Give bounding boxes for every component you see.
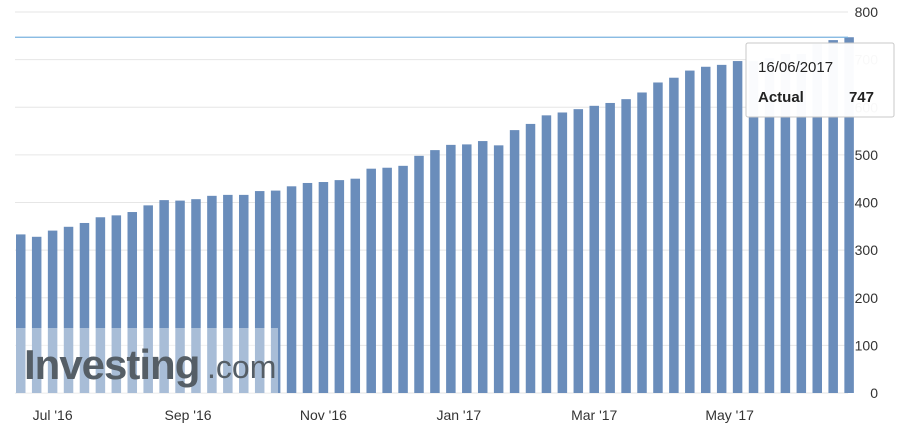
y-tick-label: 800 (855, 4, 879, 20)
y-tick-label: 0 (870, 385, 878, 401)
bar (79, 222, 90, 393)
bar (748, 61, 759, 394)
bar (462, 144, 472, 393)
tooltip-series-label: Actual (758, 89, 804, 106)
x-tick-label: May '17 (705, 407, 754, 423)
bar (557, 112, 568, 394)
watermark-brand: Investing (24, 341, 199, 388)
bar (621, 99, 631, 393)
bar (254, 191, 265, 393)
bar (764, 58, 775, 393)
bar (509, 130, 520, 394)
bar (493, 145, 504, 393)
tooltip-value: 747 (849, 89, 874, 106)
bar (223, 194, 233, 393)
y-tick-label: 200 (855, 290, 879, 306)
investing-watermark: Investing .com (15, 328, 278, 393)
bar (47, 230, 58, 393)
bar (350, 178, 361, 393)
bar (63, 226, 74, 393)
bar (207, 195, 217, 393)
x-tick-label: Mar '17 (571, 407, 617, 423)
y-tick-label: 100 (855, 337, 879, 353)
tooltip-date: 16/06/2017 (758, 59, 833, 76)
bar (175, 200, 185, 393)
tooltip: 16/06/2017 Actual 747 (745, 42, 895, 118)
bar (430, 150, 440, 393)
bar (477, 141, 488, 393)
bar (334, 180, 345, 393)
bar (685, 70, 695, 394)
bar (812, 43, 822, 393)
y-tick-label: 500 (855, 147, 879, 163)
bar (605, 102, 615, 394)
bar (732, 61, 743, 394)
bar (573, 109, 584, 393)
bar (143, 205, 153, 393)
bar (828, 40, 838, 393)
bar (302, 182, 313, 393)
watermark-backdrop (15, 328, 278, 393)
bar (286, 186, 297, 393)
bar (446, 144, 456, 393)
bar (159, 200, 169, 393)
bar (589, 105, 599, 393)
x-tick-label: Jul '16 (33, 407, 73, 423)
watermark-suffix: .com (207, 349, 276, 385)
x-tick-label: Nov '16 (300, 407, 347, 423)
bar (31, 236, 42, 393)
bar (525, 123, 536, 393)
bar (366, 168, 376, 393)
bar (796, 53, 807, 393)
bar (239, 194, 249, 393)
bar (780, 53, 791, 393)
x-tick-label: Sep '16 (164, 407, 211, 423)
bar (127, 212, 138, 393)
bar (414, 155, 424, 393)
y-tick-label: 400 (855, 195, 879, 211)
bar (111, 215, 122, 393)
bar (318, 182, 329, 393)
bar (700, 66, 711, 394)
bar (716, 64, 727, 394)
bar (95, 217, 106, 393)
bar (653, 82, 663, 394)
bar (844, 37, 854, 394)
x-axis-ticks: Jul '16 Sep '16 Nov '16 Jan '17 Mar '17 May '… (33, 407, 755, 423)
bar (669, 77, 679, 393)
bar (16, 234, 26, 393)
y-tick-label: 300 (855, 242, 879, 258)
bar (191, 199, 201, 393)
bar (541, 115, 552, 393)
x-tick-label: Jan '17 (436, 407, 481, 423)
bar (398, 165, 408, 393)
bars (16, 37, 854, 394)
bar (270, 190, 281, 393)
bar (382, 167, 392, 393)
tooltip-box (745, 42, 895, 118)
bar (637, 92, 647, 393)
